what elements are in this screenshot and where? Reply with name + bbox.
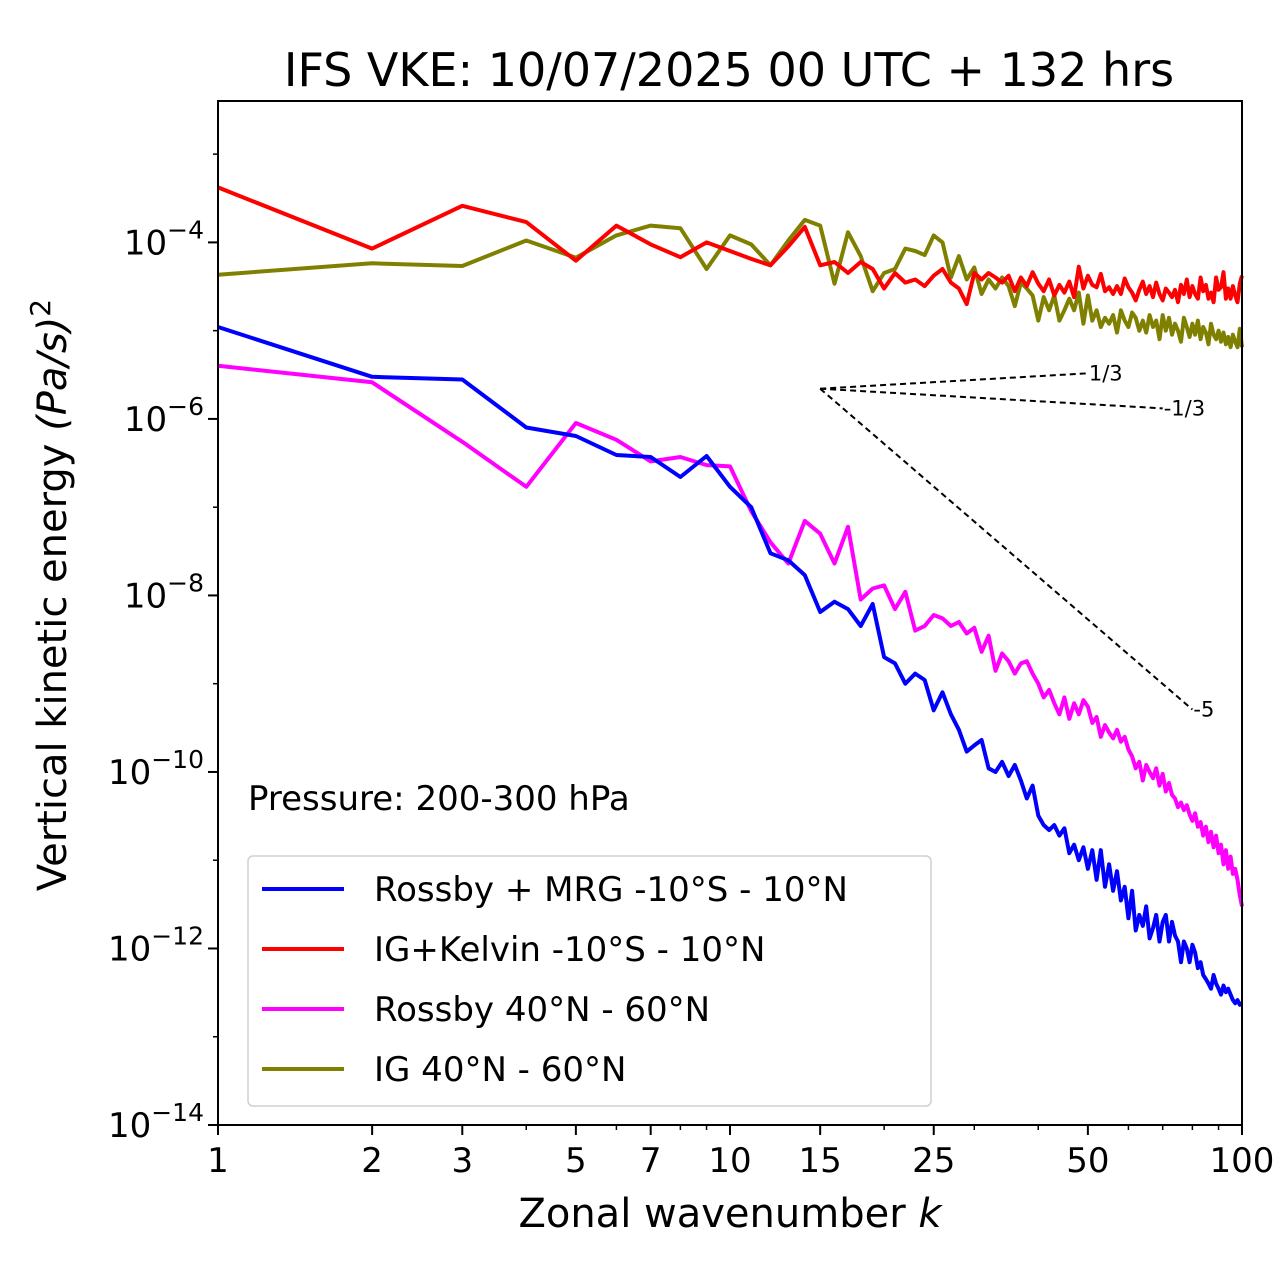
y-tick-label: 10−12 bbox=[108, 921, 204, 969]
x-axis-label-space bbox=[906, 1191, 919, 1237]
reference-line bbox=[820, 372, 1088, 390]
reference-lines: 1/3 -1/3 -5 bbox=[819, 361, 1214, 722]
y-axis-label-space bbox=[30, 431, 76, 444]
axis-ticks: 1 2 3 5 7 10 15 25 50 100 10−4 10−6 10−8 10−10 10−12 10… bbox=[108, 153, 1275, 1181]
x-axis-label: Zonal wavenumber k bbox=[518, 1191, 943, 1237]
x-tick-label: 7 bbox=[640, 1141, 662, 1181]
legend-label: IG 40°N - 60°N bbox=[374, 1050, 626, 1090]
x-axis-label-text: Zonal wavenumber bbox=[518, 1191, 906, 1237]
reference-line bbox=[820, 387, 1163, 410]
x-tick-label: 50 bbox=[1066, 1141, 1109, 1181]
series-line bbox=[217, 185, 1244, 307]
x-tick-label: 1 bbox=[207, 1141, 229, 1181]
y-tick-label: 10−8 bbox=[124, 568, 204, 616]
y-axis-label: Vertical kinetic energy (Pa/s)2 bbox=[24, 299, 76, 891]
y-axis-label-exp: 2 bbox=[24, 299, 57, 317]
reference-line bbox=[819, 387, 1194, 711]
x-axis-label-var: k bbox=[918, 1191, 943, 1237]
x-tick-label: 2 bbox=[361, 1141, 383, 1181]
y-tick-label: 10−6 bbox=[124, 392, 204, 440]
legend-label: Rossby 40°N - 60°N bbox=[374, 990, 710, 1030]
legend-box bbox=[247, 855, 932, 1107]
reference-line-label: -5 bbox=[1193, 698, 1214, 722]
y-tick-label: 10−10 bbox=[108, 745, 204, 793]
x-tick-label: 100 bbox=[1210, 1141, 1275, 1181]
x-tick-label: 10 bbox=[708, 1141, 751, 1181]
x-tick-label: 25 bbox=[912, 1141, 955, 1181]
reference-line-label: -1/3 bbox=[1164, 396, 1205, 420]
pressure-annotation: Pressure: 200-300 hPa bbox=[248, 779, 630, 819]
y-tick-label: 10−14 bbox=[108, 1098, 204, 1146]
y-tick-label: 10−4 bbox=[124, 215, 204, 263]
plot-frame bbox=[217, 100, 1243, 1126]
x-tick-label: 3 bbox=[451, 1141, 473, 1181]
x-tick-label: 5 bbox=[565, 1141, 587, 1181]
series-line bbox=[217, 217, 1244, 350]
series-line bbox=[217, 363, 1244, 907]
legend-label: Rossby + MRG -10°S - 10°N bbox=[374, 870, 848, 910]
series-layer bbox=[217, 185, 1244, 1007]
reference-line-label: 1/3 bbox=[1089, 361, 1123, 385]
chart-title: IFS VKE: 10/07/2025 00 UTC + 132 hrs bbox=[284, 43, 1174, 97]
legend-label: IG+Kelvin -10°S - 10°N bbox=[374, 930, 765, 970]
y-axis-label-unit: (Pa/s) bbox=[30, 317, 76, 431]
y-axis-label-text: Vertical kinetic energy bbox=[30, 444, 76, 892]
legend: Rossby + MRG -10°S - 10°N IG+Kelvin -10°S… bbox=[247, 855, 932, 1107]
x-tick-label: 15 bbox=[799, 1141, 842, 1181]
series-line bbox=[217, 325, 1244, 1007]
